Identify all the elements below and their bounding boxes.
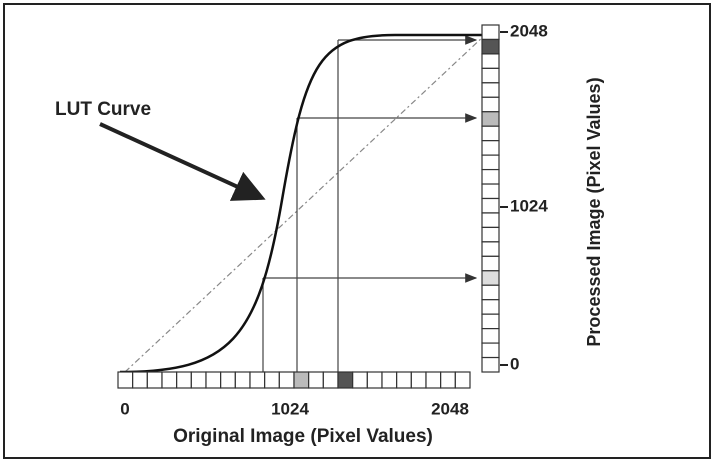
strip-cell (481, 270, 500, 286)
strip-cell (481, 82, 500, 98)
x-tick-label: 1024 (271, 399, 309, 418)
strip-cell (454, 371, 471, 389)
y-tick-marks (500, 31, 508, 366)
strip-cell (366, 371, 383, 389)
strip-cell (481, 140, 500, 156)
x-axis-title: Original Image (Pixel Values) (173, 426, 433, 447)
strip-cell (278, 371, 295, 389)
frame (3, 3, 711, 459)
strip-cell (481, 241, 500, 257)
curve-label-arrow (99, 122, 266, 201)
y-tick-label: 1024 (510, 196, 548, 215)
strip-cell (481, 154, 500, 171)
output-strip (481, 24, 500, 373)
strip-cell (481, 96, 500, 113)
strip-cell (293, 371, 310, 389)
curve-label: LUT Curve (55, 99, 151, 120)
strip-cell (481, 342, 500, 359)
strip-cell (425, 371, 442, 389)
strip-cell (234, 371, 251, 389)
strip-cell (481, 197, 500, 214)
strip-cell (481, 299, 500, 315)
mapping-lines (262, 35, 478, 372)
strip-cell (481, 24, 500, 41)
strip-cell (481, 226, 500, 243)
y-axis-title: Processed Image (Pixel Values) (584, 77, 604, 346)
identity-line (124, 34, 486, 373)
strip-cell (481, 284, 500, 301)
x-tick-label: 0 (120, 399, 129, 418)
strip-cell (190, 371, 207, 389)
strip-cell (481, 53, 500, 69)
strip-cell (481, 328, 500, 344)
strip-cell (396, 371, 412, 389)
strip-cell (481, 183, 500, 200)
strip-cell (352, 371, 368, 389)
strip-cell (481, 212, 500, 229)
strip-cell (220, 371, 236, 389)
strip-cell (481, 38, 500, 55)
strip-cell (481, 125, 500, 142)
lut-curve (119, 33, 482, 374)
x-tick-label: 2048 (431, 399, 469, 418)
strip-cell (146, 371, 163, 389)
strip-cell (205, 371, 222, 389)
strip-cell (322, 371, 339, 389)
strip-cell (381, 371, 398, 389)
strip-cell (481, 111, 500, 127)
strip-cell (481, 67, 500, 84)
strip-cell (481, 168, 500, 185)
input-strip (117, 371, 471, 389)
strip-cell (132, 371, 148, 389)
y-tick-label: 2048 (510, 21, 548, 40)
strip-cell (308, 371, 324, 389)
strip-cell (481, 313, 500, 330)
strip-cell (117, 371, 134, 389)
strip-cell (264, 371, 280, 389)
y-tick-label: 0 (510, 354, 519, 373)
strip-cell (161, 371, 178, 389)
strip-cell (176, 371, 192, 389)
strip-cell (249, 371, 266, 389)
strip-cell (440, 371, 456, 389)
strip-cell (481, 356, 500, 373)
strip-cell (337, 371, 354, 389)
strip-cell (481, 255, 500, 272)
strip-cell (410, 371, 427, 389)
